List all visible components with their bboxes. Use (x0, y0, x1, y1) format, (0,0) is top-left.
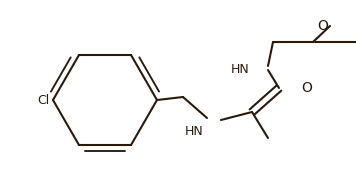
Text: O: O (318, 19, 329, 33)
Text: O: O (301, 81, 312, 95)
Text: Cl: Cl (37, 93, 49, 107)
Text: HN: HN (185, 125, 204, 138)
Text: HN: HN (231, 63, 250, 76)
